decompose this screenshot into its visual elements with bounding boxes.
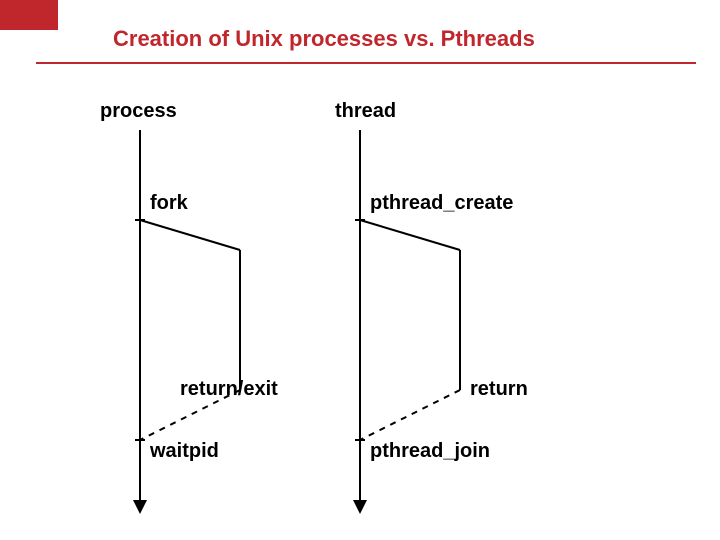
panel-1-fork-label: pthread_create [370, 192, 513, 215]
panel-1-header: thread [335, 100, 396, 123]
panel-0-fork-label: fork [150, 192, 188, 215]
panel-0-wait-label: waitpid [150, 440, 219, 463]
panel-1-exit-label: return [470, 378, 528, 401]
title-underline [36, 62, 696, 64]
corner-accent [0, 0, 58, 30]
slide: Creation of Unix processes vs. Pthreads … [0, 0, 720, 540]
panel-1-wait-label: pthread_join [370, 440, 490, 463]
slide-title: Creation of Unix processes vs. Pthreads [113, 26, 535, 52]
fork-diagram: process fork return/exit waitpid thread pthre… [80, 100, 640, 520]
panel-0-exit-label: return/exit [180, 378, 278, 401]
panel-0-header: process [100, 100, 177, 123]
